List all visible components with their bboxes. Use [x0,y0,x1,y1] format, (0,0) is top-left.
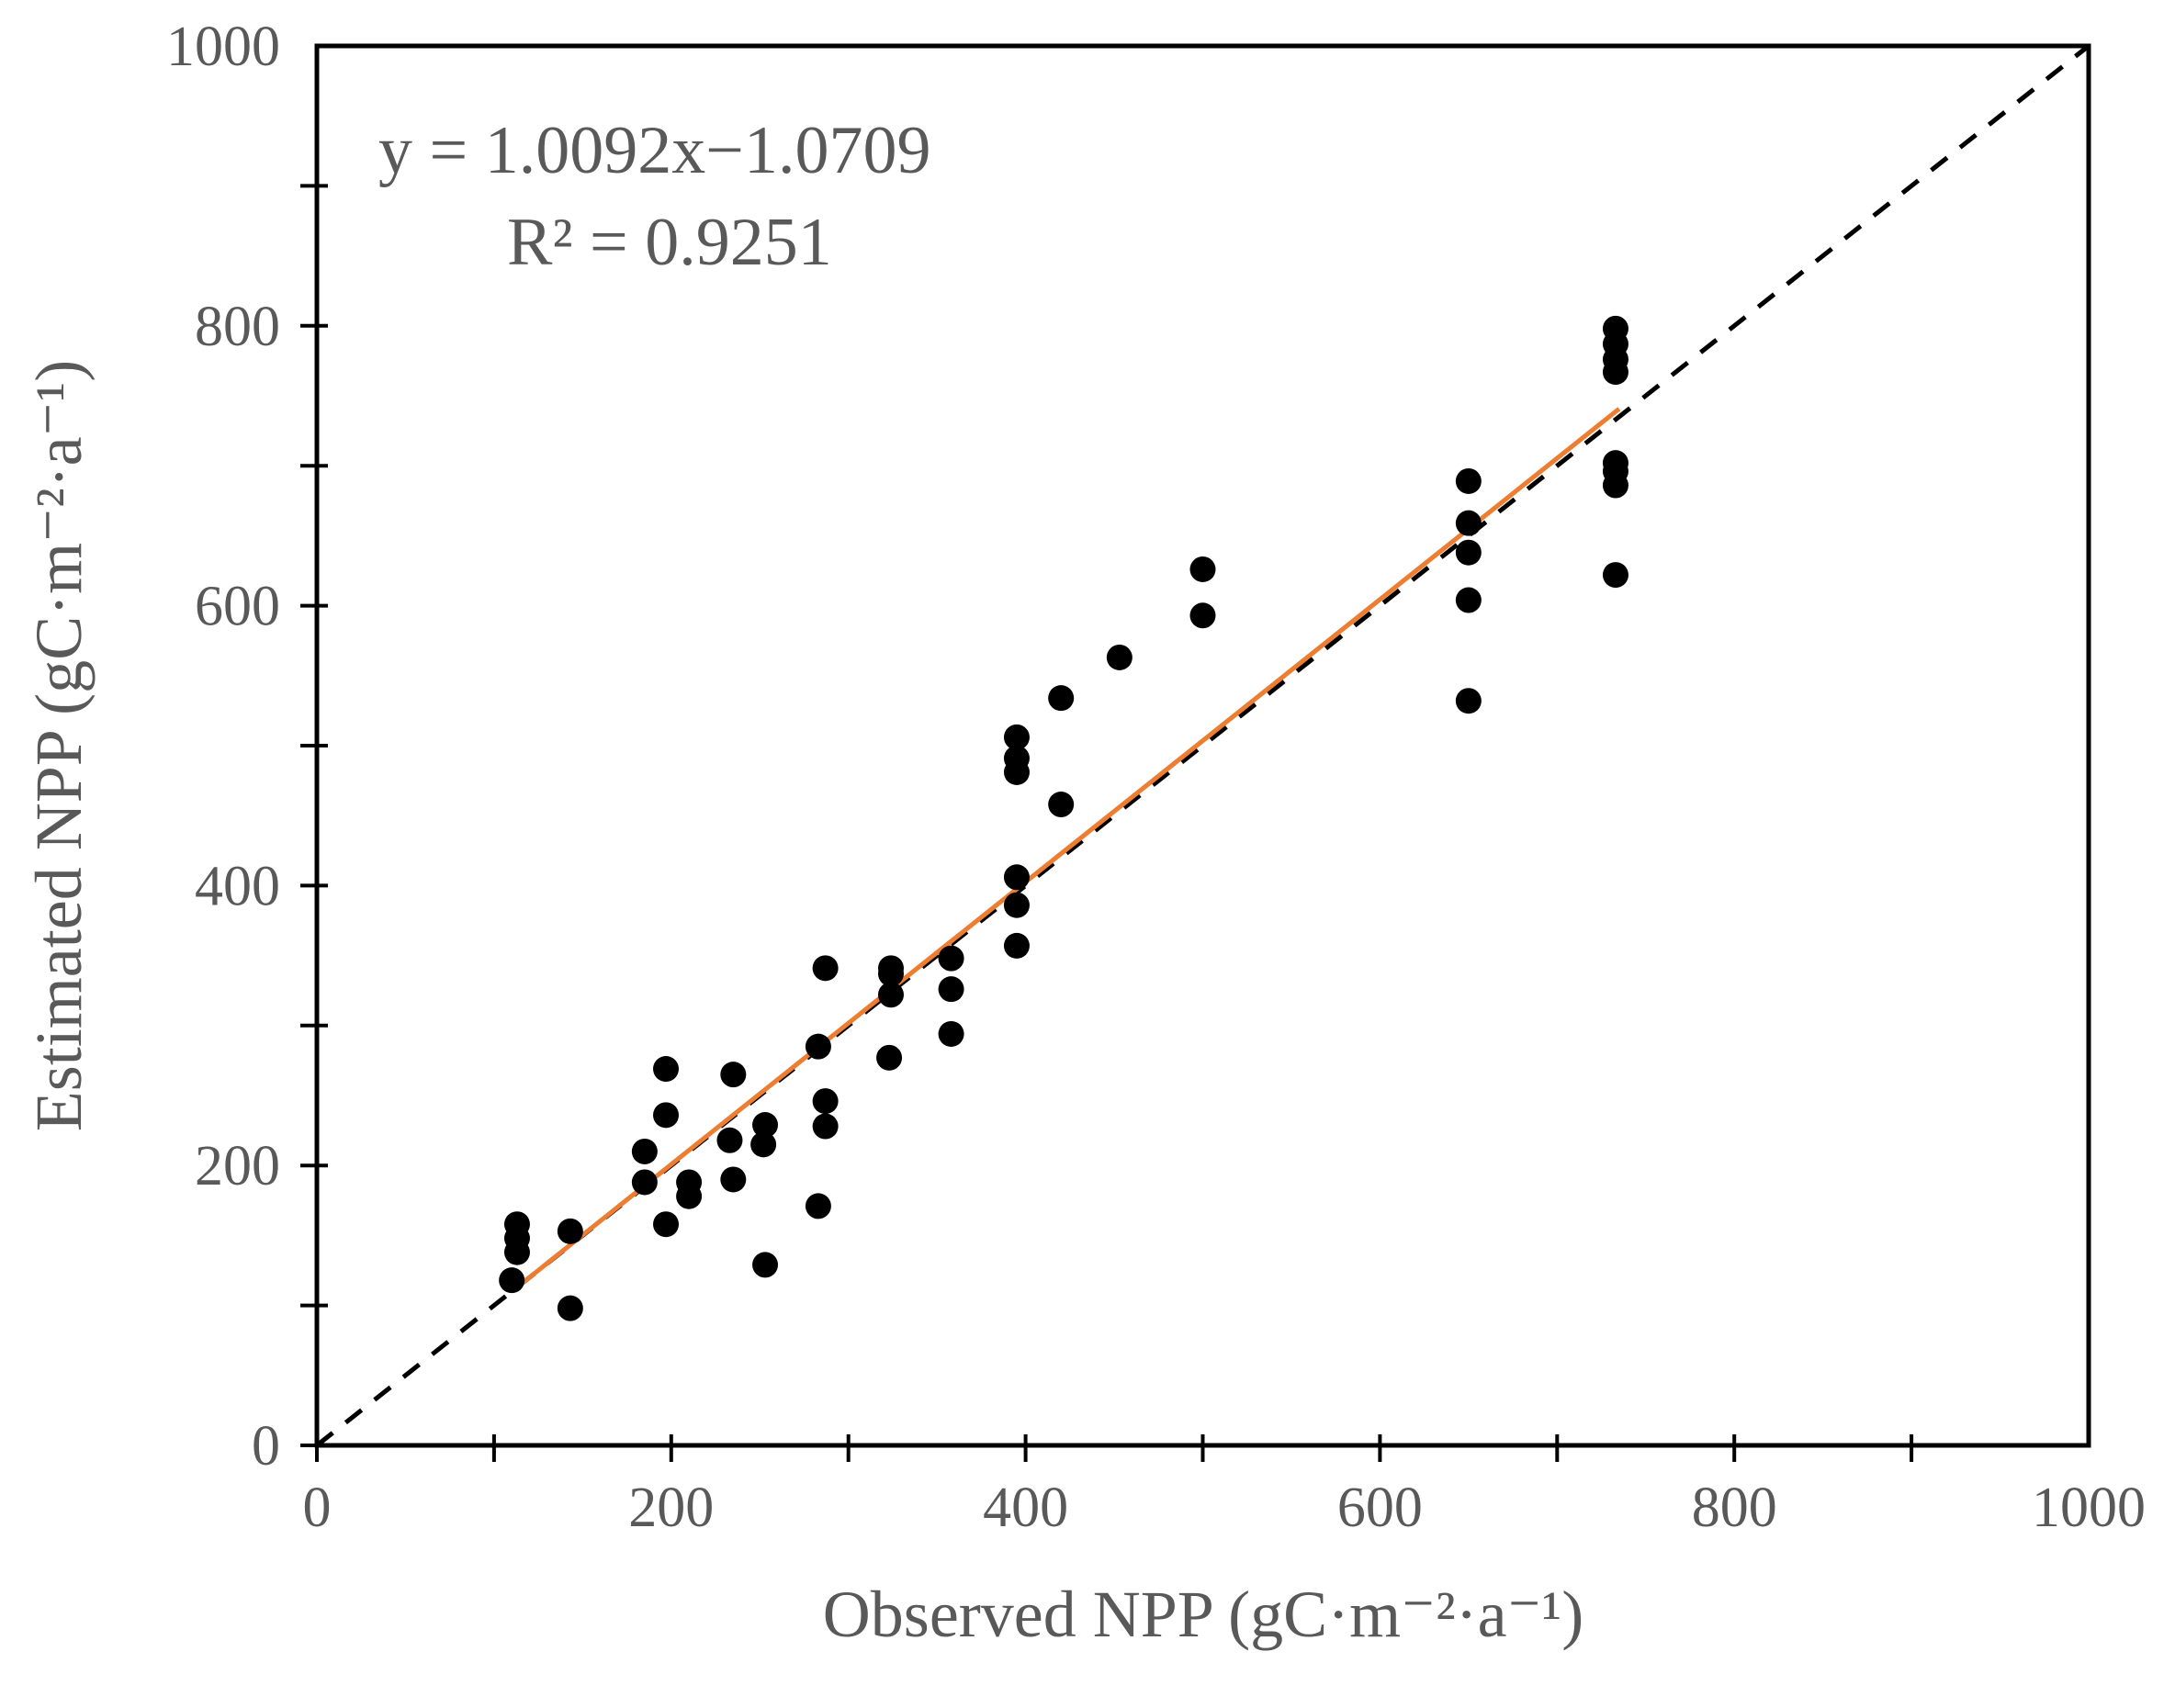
data-point [1455,510,1482,536]
data-point [812,955,839,982]
y-tick-label: 1000 [166,16,280,78]
data-point [1455,688,1482,714]
data-point [1602,562,1628,589]
data-point [1003,724,1030,750]
data-point [752,1252,779,1278]
y-tick-label: 200 [195,1135,280,1197]
y-tick-label: 0 [252,1415,280,1478]
data-point [1189,602,1216,629]
equation-annotation: y = 1.0092x−1.0709 [378,113,930,188]
x-tick-label: 1000 [2032,1477,2146,1539]
data-point [938,945,964,972]
x-tick-label: 600 [1337,1477,1423,1539]
data-point [653,1102,680,1129]
data-point [631,1138,658,1164]
data-point [805,1193,831,1219]
x-tick-label: 800 [1692,1477,1777,1539]
data-point [938,1020,964,1047]
data-point [653,1056,680,1083]
fit-line-layer [510,407,1621,1294]
axis-ticks-layer [300,184,1914,1462]
data-point [1003,892,1030,918]
data-points-layer [499,315,1628,1321]
r-squared-annotation: R² = 0.9251 [507,205,832,280]
data-point [653,1211,680,1238]
data-point [1003,864,1030,891]
data-point [1048,792,1075,818]
y-axis-title: Estimated NPP (gC·m⁻²·a⁻¹) [22,360,96,1131]
data-point [557,1295,583,1321]
x-tick-label: 0 [303,1477,332,1539]
data-point [812,1113,839,1140]
data-point [1602,315,1628,342]
data-point [1455,467,1482,494]
data-point [1455,539,1482,566]
data-point [557,1218,583,1244]
data-point [1003,745,1030,771]
x-tick-label: 200 [628,1477,714,1539]
x-axis-title: Observed NPP (gC·m⁻²·a⁻¹) [823,1578,1583,1651]
data-point [1189,556,1216,582]
x-tick-label: 400 [983,1477,1068,1539]
data-point [876,1044,903,1071]
data-point [720,1062,747,1088]
data-point [1455,587,1482,613]
y-tick-label: 400 [195,855,280,917]
data-point [877,982,904,1008]
y-tick-label: 600 [195,576,280,638]
data-point [805,1033,831,1060]
data-point [716,1127,743,1153]
data-point [676,1169,703,1196]
data-point [1106,644,1133,670]
data-point [1003,932,1030,959]
linear-fit-line [510,407,1621,1294]
y-tick-labels: 0 200 400 600 800 1000 [166,16,280,1478]
data-point [720,1166,747,1193]
data-point [1602,450,1628,477]
data-point [938,976,964,1003]
data-point [752,1112,779,1139]
data-point [812,1088,839,1115]
data-point [499,1267,525,1294]
data-point [1048,685,1075,712]
data-point [503,1211,530,1238]
data-point [877,955,904,982]
data-point [631,1169,658,1196]
x-tick-labels: 0 200 400 600 800 1000 [303,1477,2147,1539]
y-tick-label: 800 [195,296,280,358]
data-point [750,1131,777,1158]
